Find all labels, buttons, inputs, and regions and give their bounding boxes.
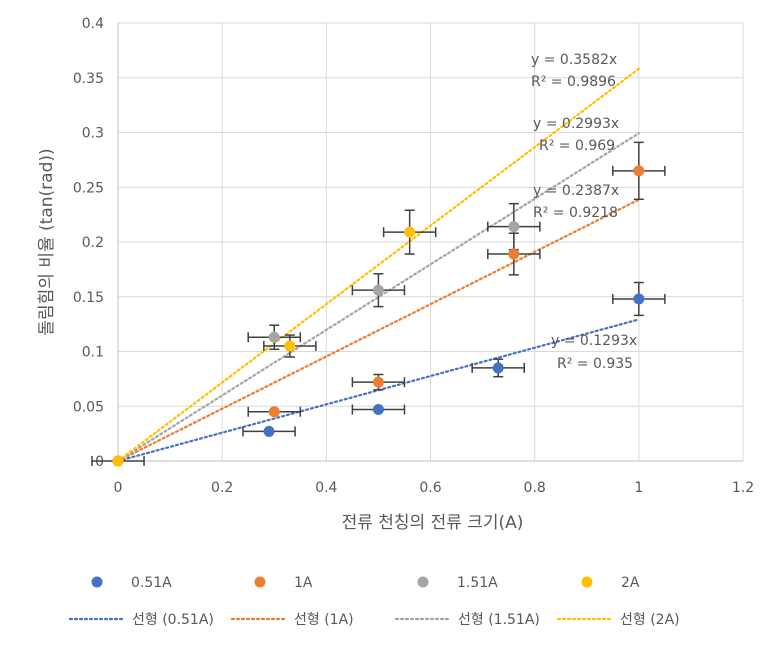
- data-point-2A: [112, 455, 124, 467]
- data-point-0.51A: [633, 293, 645, 305]
- legend-trend-label-1A: 선형 (1A): [294, 612, 354, 628]
- data-points: [112, 165, 645, 467]
- data-point-1.51A: [268, 331, 280, 343]
- y-tick-label: 0.1: [82, 345, 104, 361]
- legend-marker-2A: [581, 576, 593, 588]
- trend-r2-1.51A: R² = 0.969: [539, 138, 615, 154]
- data-point-0.51A: [372, 404, 384, 416]
- y-tick-label: 0: [95, 454, 104, 470]
- data-point-1A: [633, 165, 645, 177]
- x-tick-label: 1.2: [732, 480, 754, 496]
- y-tick-label: 0.35: [73, 71, 104, 87]
- trend-equation-1.51A: y = 0.2993x: [533, 116, 619, 132]
- x-tick-label: 0: [114, 480, 123, 496]
- data-point-1A: [268, 406, 280, 418]
- trend-equation-2A: y = 0.3582x: [531, 52, 617, 68]
- data-point-1.51A: [372, 284, 384, 296]
- trend-equation-1A: y = 0.2387x: [533, 183, 619, 199]
- legend-marker-1A: [254, 576, 266, 588]
- legend-label-2A: 2A: [621, 575, 640, 591]
- legend-marker-0.51A: [91, 576, 103, 588]
- data-point-2A: [404, 226, 416, 238]
- x-tick-label: 0.6: [419, 480, 441, 496]
- legend-label-1.51A: 1.51A: [457, 575, 498, 591]
- legend-label-1A: 1A: [294, 575, 313, 591]
- y-tick-label: 0.05: [73, 399, 104, 415]
- y-tick-label: 0.4: [82, 16, 104, 32]
- y-tick-label: 0.15: [73, 290, 104, 306]
- legend-trend-label-2A: 선형 (2A): [620, 612, 680, 628]
- y-tick-label: 0.3: [82, 126, 104, 142]
- trend-r2-2A: R² = 0.9896: [531, 74, 616, 90]
- legend: 0.51A 1A 1.51A 2A 선형 (0.51A) 선형 (1A) 선형 (1.51A…: [68, 575, 680, 628]
- data-point-0.51A: [263, 425, 275, 437]
- data-point-1.51A: [508, 221, 520, 233]
- y-tick-label: 0.2: [82, 235, 104, 251]
- y-axis-title: 돌림힘의 비율 (tan(rad)): [37, 148, 57, 335]
- legend-marker-1.51A: [417, 576, 429, 588]
- x-axis-title: 전류 천칭의 전류 크기(A): [342, 513, 524, 533]
- trendline-2A: [116, 67, 640, 463]
- data-point-2A: [284, 340, 296, 352]
- x-tick-label: 0.8: [524, 480, 546, 496]
- grid: [118, 22, 744, 461]
- legend-trend-label-0.51A: 선형 (0.51A): [132, 612, 214, 628]
- x-tick-label: 0.2: [211, 480, 233, 496]
- trendline-1A: [116, 198, 640, 463]
- legend-trend-label-1.51A: 선형 (1.51A): [458, 612, 540, 628]
- data-point-0.51A: [492, 362, 504, 374]
- axes: 0 0.05 0.1 0.15 0.2 0.25 0.3 0.35 0.4 0 0.2 0.4 0.6 0…: [73, 16, 754, 496]
- y-tick-label: 0.25: [73, 180, 104, 196]
- trend-r2-0.51A: R² = 0.935: [557, 356, 633, 372]
- trend-equation-0.51A: y = 0.1293x: [551, 333, 637, 349]
- data-point-1A: [508, 248, 520, 260]
- x-tick-label: 0.4: [315, 480, 337, 496]
- trend-r2-1A: R² = 0.9218: [533, 205, 618, 221]
- data-point-1A: [372, 376, 384, 388]
- x-tick-label: 1: [634, 480, 643, 496]
- trend-annotations: y = 0.1293x R² = 0.935 y = 0.2387x R² = 0.9…: [531, 52, 637, 372]
- legend-label-0.51A: 0.51A: [131, 575, 172, 591]
